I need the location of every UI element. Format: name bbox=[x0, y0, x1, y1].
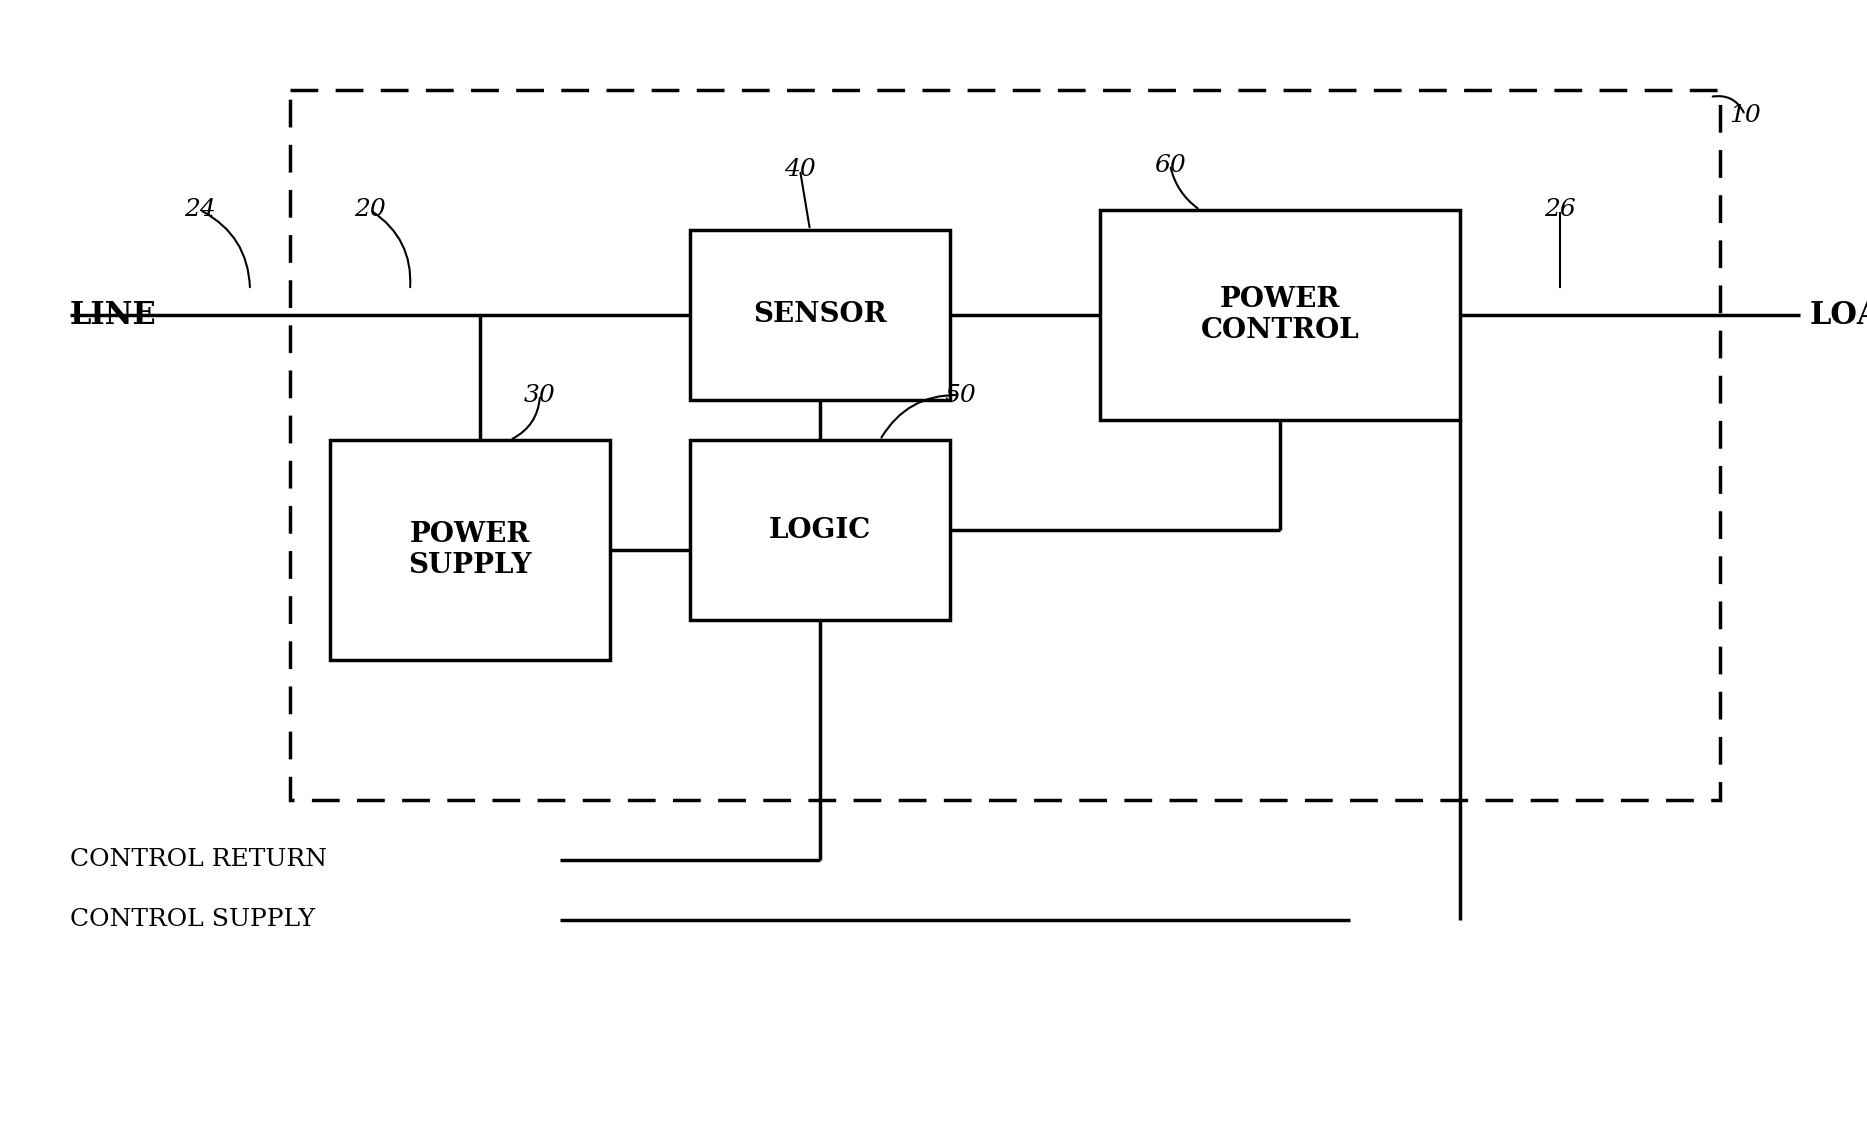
Bar bbox=[1100, 210, 1460, 420]
Text: 40: 40 bbox=[784, 159, 816, 181]
Text: 50: 50 bbox=[945, 383, 976, 406]
Text: LOAD: LOAD bbox=[1809, 299, 1867, 331]
Text: 26: 26 bbox=[1544, 199, 1576, 221]
Text: CONTROL RETURN: CONTROL RETURN bbox=[69, 849, 327, 872]
Text: 10: 10 bbox=[1729, 104, 1761, 127]
Bar bbox=[330, 440, 611, 659]
Text: POWER
SUPPLY: POWER SUPPLY bbox=[409, 521, 532, 580]
Text: SENSOR: SENSOR bbox=[752, 301, 887, 329]
Text: 30: 30 bbox=[525, 383, 556, 406]
Text: 60: 60 bbox=[1154, 154, 1186, 177]
Text: POWER
CONTROL: POWER CONTROL bbox=[1200, 286, 1359, 345]
Bar bbox=[289, 90, 1720, 800]
Bar bbox=[691, 230, 950, 400]
Text: CONTROL SUPPLY: CONTROL SUPPLY bbox=[69, 908, 316, 931]
Text: LOGIC: LOGIC bbox=[769, 517, 872, 543]
Text: 20: 20 bbox=[355, 199, 386, 221]
Text: 24: 24 bbox=[185, 199, 217, 221]
Text: LINE: LINE bbox=[69, 299, 157, 331]
Bar bbox=[691, 440, 950, 620]
